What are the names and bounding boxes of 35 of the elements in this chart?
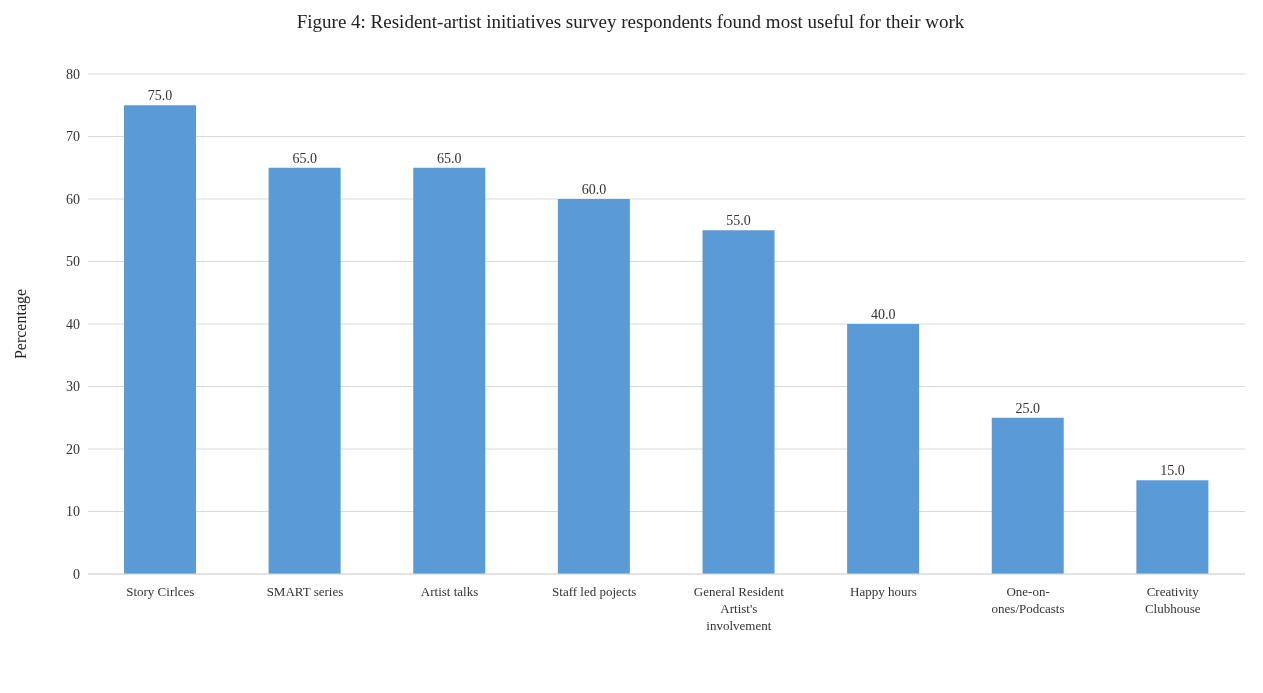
- bar: [268, 167, 341, 574]
- data-label: 55.0: [726, 213, 751, 229]
- bar: [124, 105, 196, 574]
- data-label: 25.0: [1015, 400, 1040, 416]
- data-label: 75.0: [147, 88, 173, 104]
- bar: [1136, 480, 1209, 574]
- bar: [557, 199, 630, 574]
- y-axis-title: Percentage: [11, 288, 30, 360]
- x-tick-label: Happy hours: [850, 584, 917, 599]
- y-tick-label: 50: [66, 254, 80, 270]
- data-label: 65.0: [437, 150, 462, 166]
- y-tick-label: 0: [73, 566, 80, 582]
- bar: [991, 417, 1064, 574]
- y-tick-label: 20: [66, 441, 80, 457]
- chart-title: Figure 4: Resident-artist initiatives survey respondents found most useful for their work: [295, 10, 966, 34]
- y-tick-label: 70: [66, 129, 80, 145]
- bar: [702, 230, 775, 574]
- y-tick-label: 10: [66, 504, 80, 520]
- x-tick-label: One-on-ones/Podcasts: [991, 584, 1065, 616]
- data-label: 40.0: [870, 307, 896, 322]
- x-tick-label: Creativity Clubhouse: [1144, 584, 1201, 616]
- x-tick-label: Artist talks: [420, 584, 479, 599]
- bar: [413, 167, 486, 574]
- y-tick-label: 30: [66, 379, 80, 395]
- y-tick-label: 80: [66, 66, 80, 82]
- data-label: 65.0: [292, 150, 317, 166]
- x-tick-label: Staff led pojects: [552, 584, 637, 599]
- x-tick-label: General Resident Artist's involvement: [693, 584, 785, 633]
- x-tick-label: SMART series: [266, 584, 344, 599]
- x-tick-label: Story Cirlces: [126, 584, 195, 599]
- data-label: 15.0: [1160, 463, 1185, 479]
- y-tick-label: 60: [66, 191, 80, 207]
- data-label: 60.0: [581, 182, 607, 197]
- y-tick-label: 40: [66, 316, 80, 332]
- bar: [847, 324, 920, 574]
